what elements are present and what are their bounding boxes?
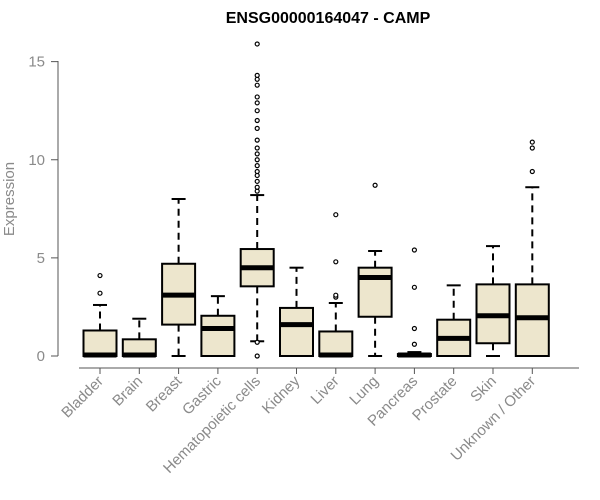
box-group xyxy=(514,139,550,357)
y-tick-label: 10 xyxy=(28,152,45,169)
outlier-point xyxy=(254,137,260,143)
outlier-point xyxy=(254,72,260,78)
box-iqr xyxy=(318,330,354,357)
y-tick-label: 15 xyxy=(28,54,45,71)
box-iqr xyxy=(200,314,236,357)
y-tick-label: 5 xyxy=(37,250,45,267)
outlier-point xyxy=(254,108,260,114)
outlier-point xyxy=(254,41,260,47)
outlier-point xyxy=(254,82,260,88)
box-group xyxy=(475,245,511,357)
outlier-point xyxy=(254,151,260,157)
x-tick-label: Skin xyxy=(467,373,500,406)
box-group xyxy=(396,247,432,358)
outlier-point xyxy=(529,145,535,151)
outlier-point xyxy=(254,117,260,124)
outlier-point xyxy=(254,184,260,190)
outlier-point xyxy=(254,100,260,106)
box-group xyxy=(357,182,393,357)
outlier-point xyxy=(254,94,260,100)
box-group xyxy=(318,212,354,358)
box-iqr xyxy=(82,329,118,357)
box-group xyxy=(436,284,472,358)
x-tick-label: Liver xyxy=(308,373,343,408)
outlier-point xyxy=(372,182,378,188)
outlier-point xyxy=(411,247,417,253)
outlier-point xyxy=(254,353,260,359)
outlier-point xyxy=(529,168,535,175)
outlier-point xyxy=(254,178,260,184)
outlier-point xyxy=(97,272,103,279)
x-tick-label: Bladder xyxy=(58,373,107,422)
box-iqr xyxy=(279,306,314,358)
x-tick-label: Kidney xyxy=(259,372,304,417)
outlier-point xyxy=(411,341,417,347)
outlier-point xyxy=(254,163,260,169)
y-axis-label: Expression xyxy=(1,162,18,236)
outlier-point xyxy=(411,284,417,290)
outlier-point xyxy=(254,339,260,345)
boxes xyxy=(82,41,550,359)
box-group xyxy=(279,266,314,358)
box-group xyxy=(200,295,236,357)
box-group xyxy=(239,41,275,359)
box-group xyxy=(82,272,118,358)
outlier-point xyxy=(254,145,260,151)
chart-title: ENSG00000164047 - CAMP xyxy=(226,10,431,27)
x-tick-label: Lung xyxy=(346,373,382,409)
y-tick-label: 0 xyxy=(37,348,45,365)
outlier-point xyxy=(333,292,339,298)
x-tick-label: Brain xyxy=(109,373,146,410)
outlier-point xyxy=(333,212,339,218)
box-group xyxy=(121,317,157,358)
outlier-point xyxy=(254,157,260,163)
outlier-point xyxy=(529,139,535,145)
box-group xyxy=(161,198,197,357)
outlier-point xyxy=(411,325,417,332)
y-ticks: 0 5 10 15 xyxy=(28,54,58,365)
outlier-point xyxy=(254,125,260,131)
outlier-point xyxy=(254,168,260,175)
outlier-point xyxy=(97,290,103,296)
outlier-point xyxy=(333,259,339,265)
x-tick-label: Breast xyxy=(143,372,186,415)
